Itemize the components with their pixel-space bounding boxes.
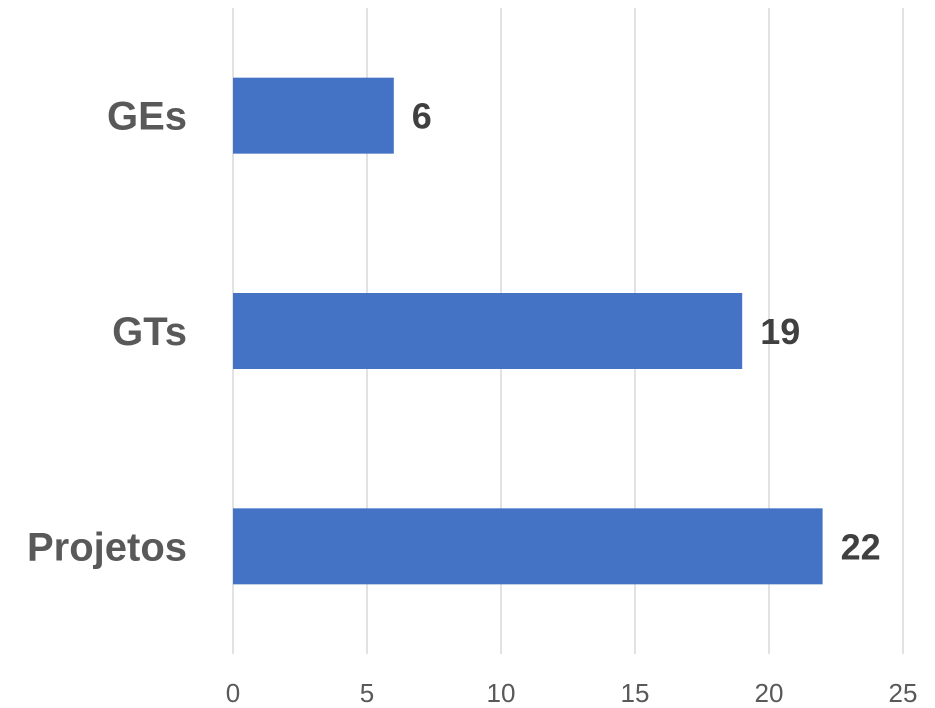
bar-gts xyxy=(233,293,742,369)
category-label-ges: GEs xyxy=(107,95,187,139)
bar-ges xyxy=(233,78,394,154)
x-tick-label-20: 20 xyxy=(755,678,784,708)
x-tick-label-5: 5 xyxy=(360,678,374,708)
x-tick-label-10: 10 xyxy=(487,678,516,708)
x-tick-label-15: 15 xyxy=(621,678,650,708)
x-tick-label-25: 25 xyxy=(889,678,918,708)
data-label-gts: 19 xyxy=(760,311,800,352)
category-label-projetos: Projetos xyxy=(27,525,187,569)
category-labels: GEs GTs Projetos xyxy=(27,95,187,570)
data-label-ges: 6 xyxy=(412,96,432,137)
bars xyxy=(233,78,823,585)
category-label-gts: GTs xyxy=(112,310,187,354)
x-axis-ticks: 0 5 10 15 20 25 xyxy=(226,678,918,708)
data-label-projetos: 22 xyxy=(841,526,881,567)
x-tick-label-0: 0 xyxy=(226,678,240,708)
bar-projetos xyxy=(233,508,823,584)
